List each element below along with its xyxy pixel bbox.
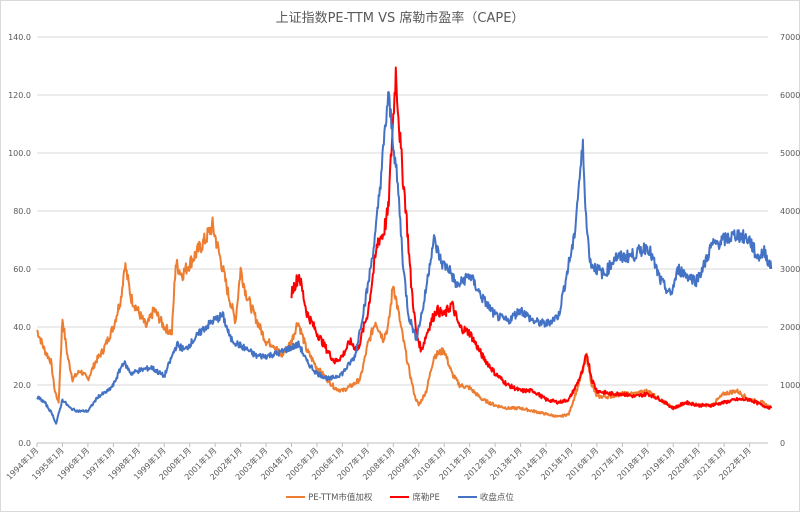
y-tick-left: 120.0 xyxy=(8,91,31,100)
y-tick-right: 7000 xyxy=(780,33,800,42)
legend-label: 收盘点位 xyxy=(479,493,514,503)
legend-item-pe-ttm: PE-TTM市值加权 xyxy=(286,491,372,503)
y-tick-left: 140.0 xyxy=(8,33,31,42)
legend-swatch-red xyxy=(390,495,410,499)
y-tick-right: 4000 xyxy=(780,207,800,216)
y-tick-right: 6000 xyxy=(780,91,800,100)
legend-item-shiller-pe: 席勒PE xyxy=(390,491,440,503)
y-tick-left: 0.0 xyxy=(18,439,31,448)
series-line-2 xyxy=(36,91,773,425)
y-tick-right: 2000 xyxy=(780,323,800,332)
legend-label: PE-TTM市值加权 xyxy=(308,493,373,503)
y-tick-left: 40.0 xyxy=(13,323,31,332)
y-tick-right: 5000 xyxy=(780,149,800,158)
series-line-1 xyxy=(290,66,773,411)
chart-title: 上证指数PE-TTM VS 席勒市盈率（CAPE） xyxy=(275,11,525,26)
y-tick-right: 1000 xyxy=(780,381,800,390)
y-tick-left: 100.0 xyxy=(8,149,31,158)
legend-label: 席勒PE xyxy=(412,493,440,503)
y-tick-left: 20.0 xyxy=(13,381,31,390)
y-tick-right: 3000 xyxy=(780,265,800,274)
y-tick-left: 60.0 xyxy=(13,265,31,274)
series-line-0 xyxy=(36,216,773,418)
legend-item-close: 收盘点位 xyxy=(457,491,514,503)
legend: PE-TTM市值加权 席勒PE 收盘点位 xyxy=(0,491,800,503)
legend-swatch-orange xyxy=(286,495,306,499)
y-tick-right: 0 xyxy=(780,439,785,448)
legend-swatch-blue xyxy=(457,495,477,499)
y-tick-left: 80.0 xyxy=(13,207,31,216)
